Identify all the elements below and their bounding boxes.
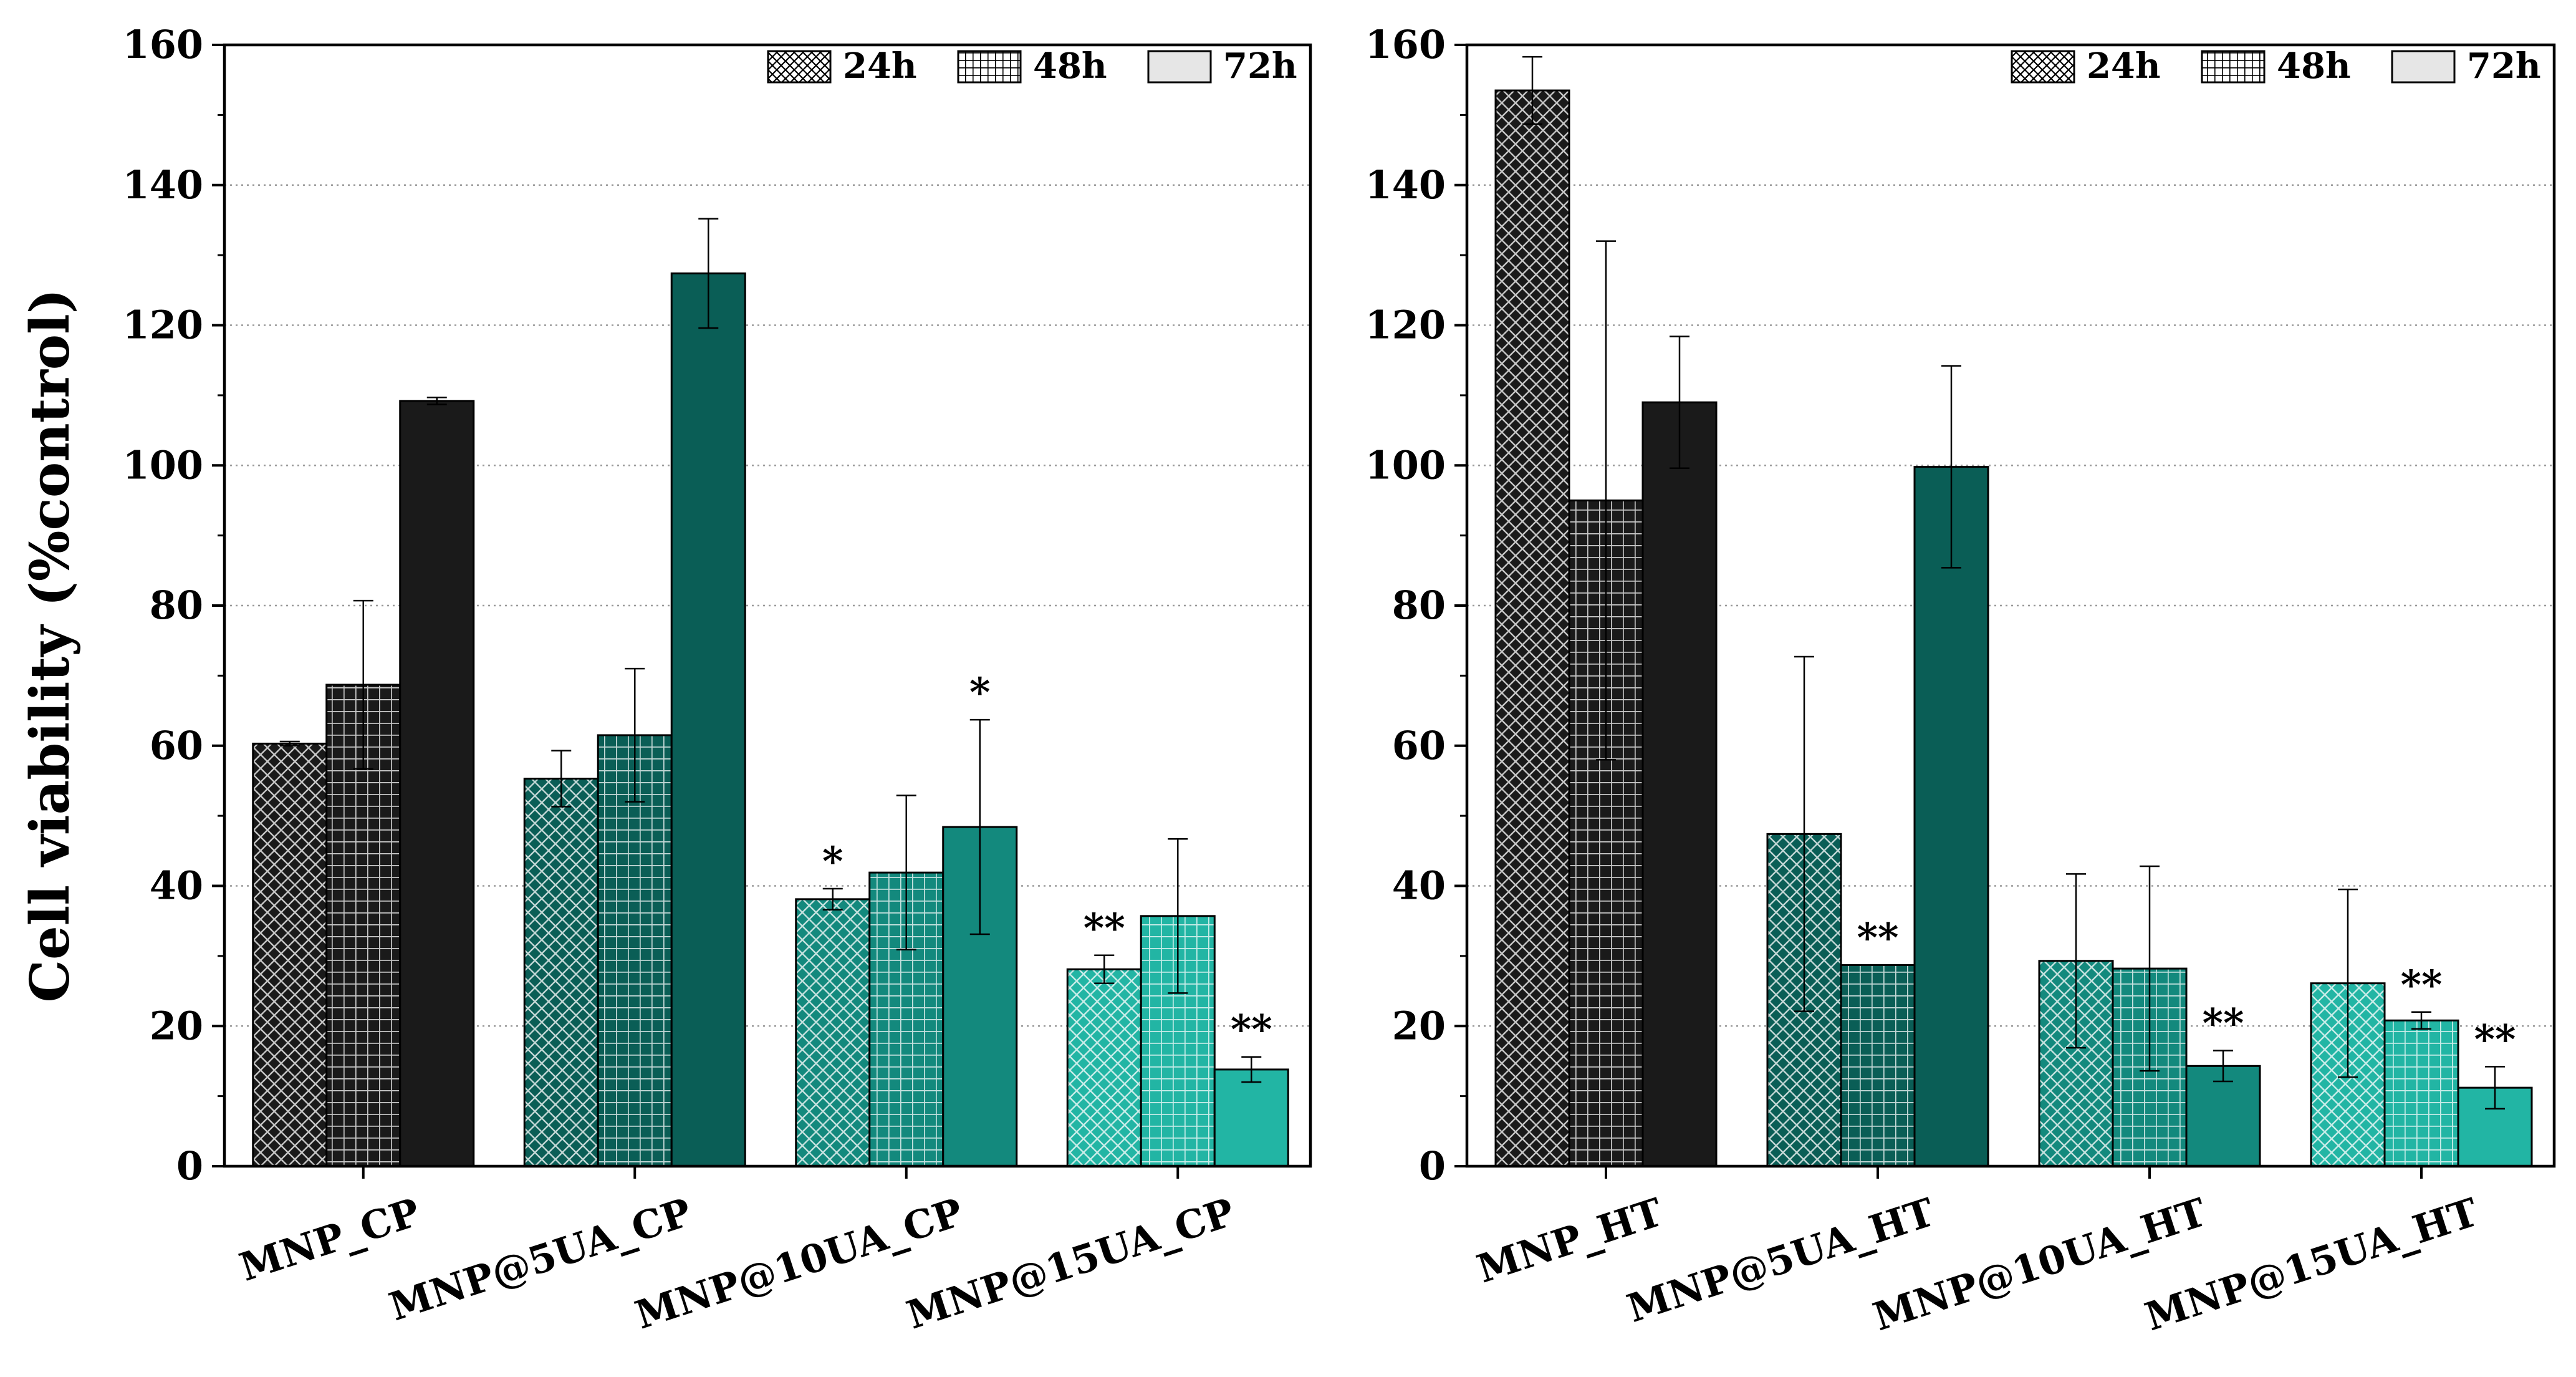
bar-72h-MNP@10UA_HT: [2186, 1066, 2260, 1166]
y-tick-label: 0: [176, 1143, 203, 1189]
legend-label: 24h: [2087, 46, 2161, 87]
legend-label: 72h: [1223, 46, 1297, 87]
bar-72h-MNP_HT: [1643, 402, 1716, 1166]
y-tick-label: 60: [150, 723, 203, 768]
bar-hatch: [2385, 1020, 2458, 1166]
bar-72h-MNP_CP: [400, 400, 474, 1166]
y-tick-label: 80: [1392, 582, 1446, 628]
bar-hatch: [1841, 965, 1915, 1166]
bar-hatch: [598, 735, 672, 1166]
legend-label: 24h: [843, 46, 917, 87]
significance-marker: **: [2203, 1000, 2244, 1047]
legend-label: 48h: [2277, 46, 2351, 87]
y-tick-label: 20: [1392, 1003, 1446, 1048]
legend-swatch-24h: [2011, 50, 2075, 84]
y-tick-label: 60: [1392, 723, 1446, 768]
y-tick-label: 40: [1392, 863, 1446, 909]
significance-marker: *: [822, 838, 843, 885]
y-tick-label: 160: [1365, 22, 1446, 67]
y-axis-label: Cell viability (%control): [19, 288, 82, 1002]
y-tick-label: 40: [150, 863, 203, 909]
bar-72h-MNP@5UA_HT: [1915, 466, 1988, 1166]
y-tick-label: 140: [1365, 162, 1446, 208]
bar-hatch: [1496, 90, 1569, 1167]
y-tick-label: 120: [1365, 302, 1446, 348]
significance-marker: **: [1231, 1007, 1272, 1053]
legend-swatch-72h: [2391, 50, 2456, 84]
y-tick-label: 140: [123, 162, 203, 208]
significance-marker: **: [2474, 1016, 2516, 1063]
y-tick-label: 160: [123, 22, 203, 67]
legend-label: 72h: [2467, 46, 2541, 87]
x-category-label: MNP_CP: [234, 1189, 426, 1290]
significance-marker: *: [969, 669, 990, 716]
bar-hatch: [524, 778, 598, 1166]
significance-marker: **: [1084, 905, 1125, 952]
y-tick-label: 80: [150, 582, 203, 628]
legend-swatch-24h: [767, 50, 832, 84]
left-panel: ******020406080100120140160MNP_CPMNP@5UA…: [123, 22, 1312, 1338]
legend-swatch-48h: [2201, 50, 2266, 84]
bar-72h-MNP@15UA_CP: [1214, 1069, 1289, 1166]
bar-hatch: [252, 743, 327, 1166]
significance-marker: **: [2401, 962, 2443, 1008]
bar-hatch: [1067, 969, 1141, 1166]
y-tick-label: 20: [150, 1003, 203, 1048]
right-panel: ****** **020406080100120140160MNP_HTMNP@5…: [1365, 22, 2556, 1340]
x-category-label: MNP_HT: [1471, 1189, 1668, 1292]
significance-marker: **: [1857, 914, 1899, 961]
legend-swatch-48h: [957, 50, 1022, 84]
legend-label: 48h: [1033, 46, 1107, 87]
y-tick-label: 120: [123, 302, 203, 348]
legend-swatch-72h: [1147, 50, 1212, 84]
y-tick-label: 100: [123, 442, 203, 488]
bar-hatch: [795, 899, 870, 1166]
bar-72h-MNP@5UA_CP: [671, 273, 746, 1166]
y-tick-label: 0: [1419, 1143, 1446, 1189]
y-tick-label: 100: [1365, 442, 1446, 488]
